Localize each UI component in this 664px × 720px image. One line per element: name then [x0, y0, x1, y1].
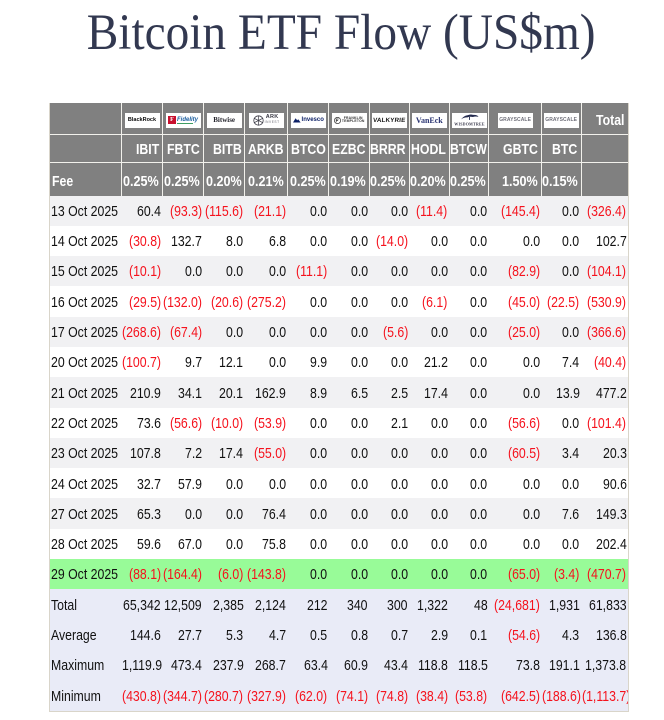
svg-text:WISDOMTREE: WISDOMTREE: [454, 122, 485, 127]
